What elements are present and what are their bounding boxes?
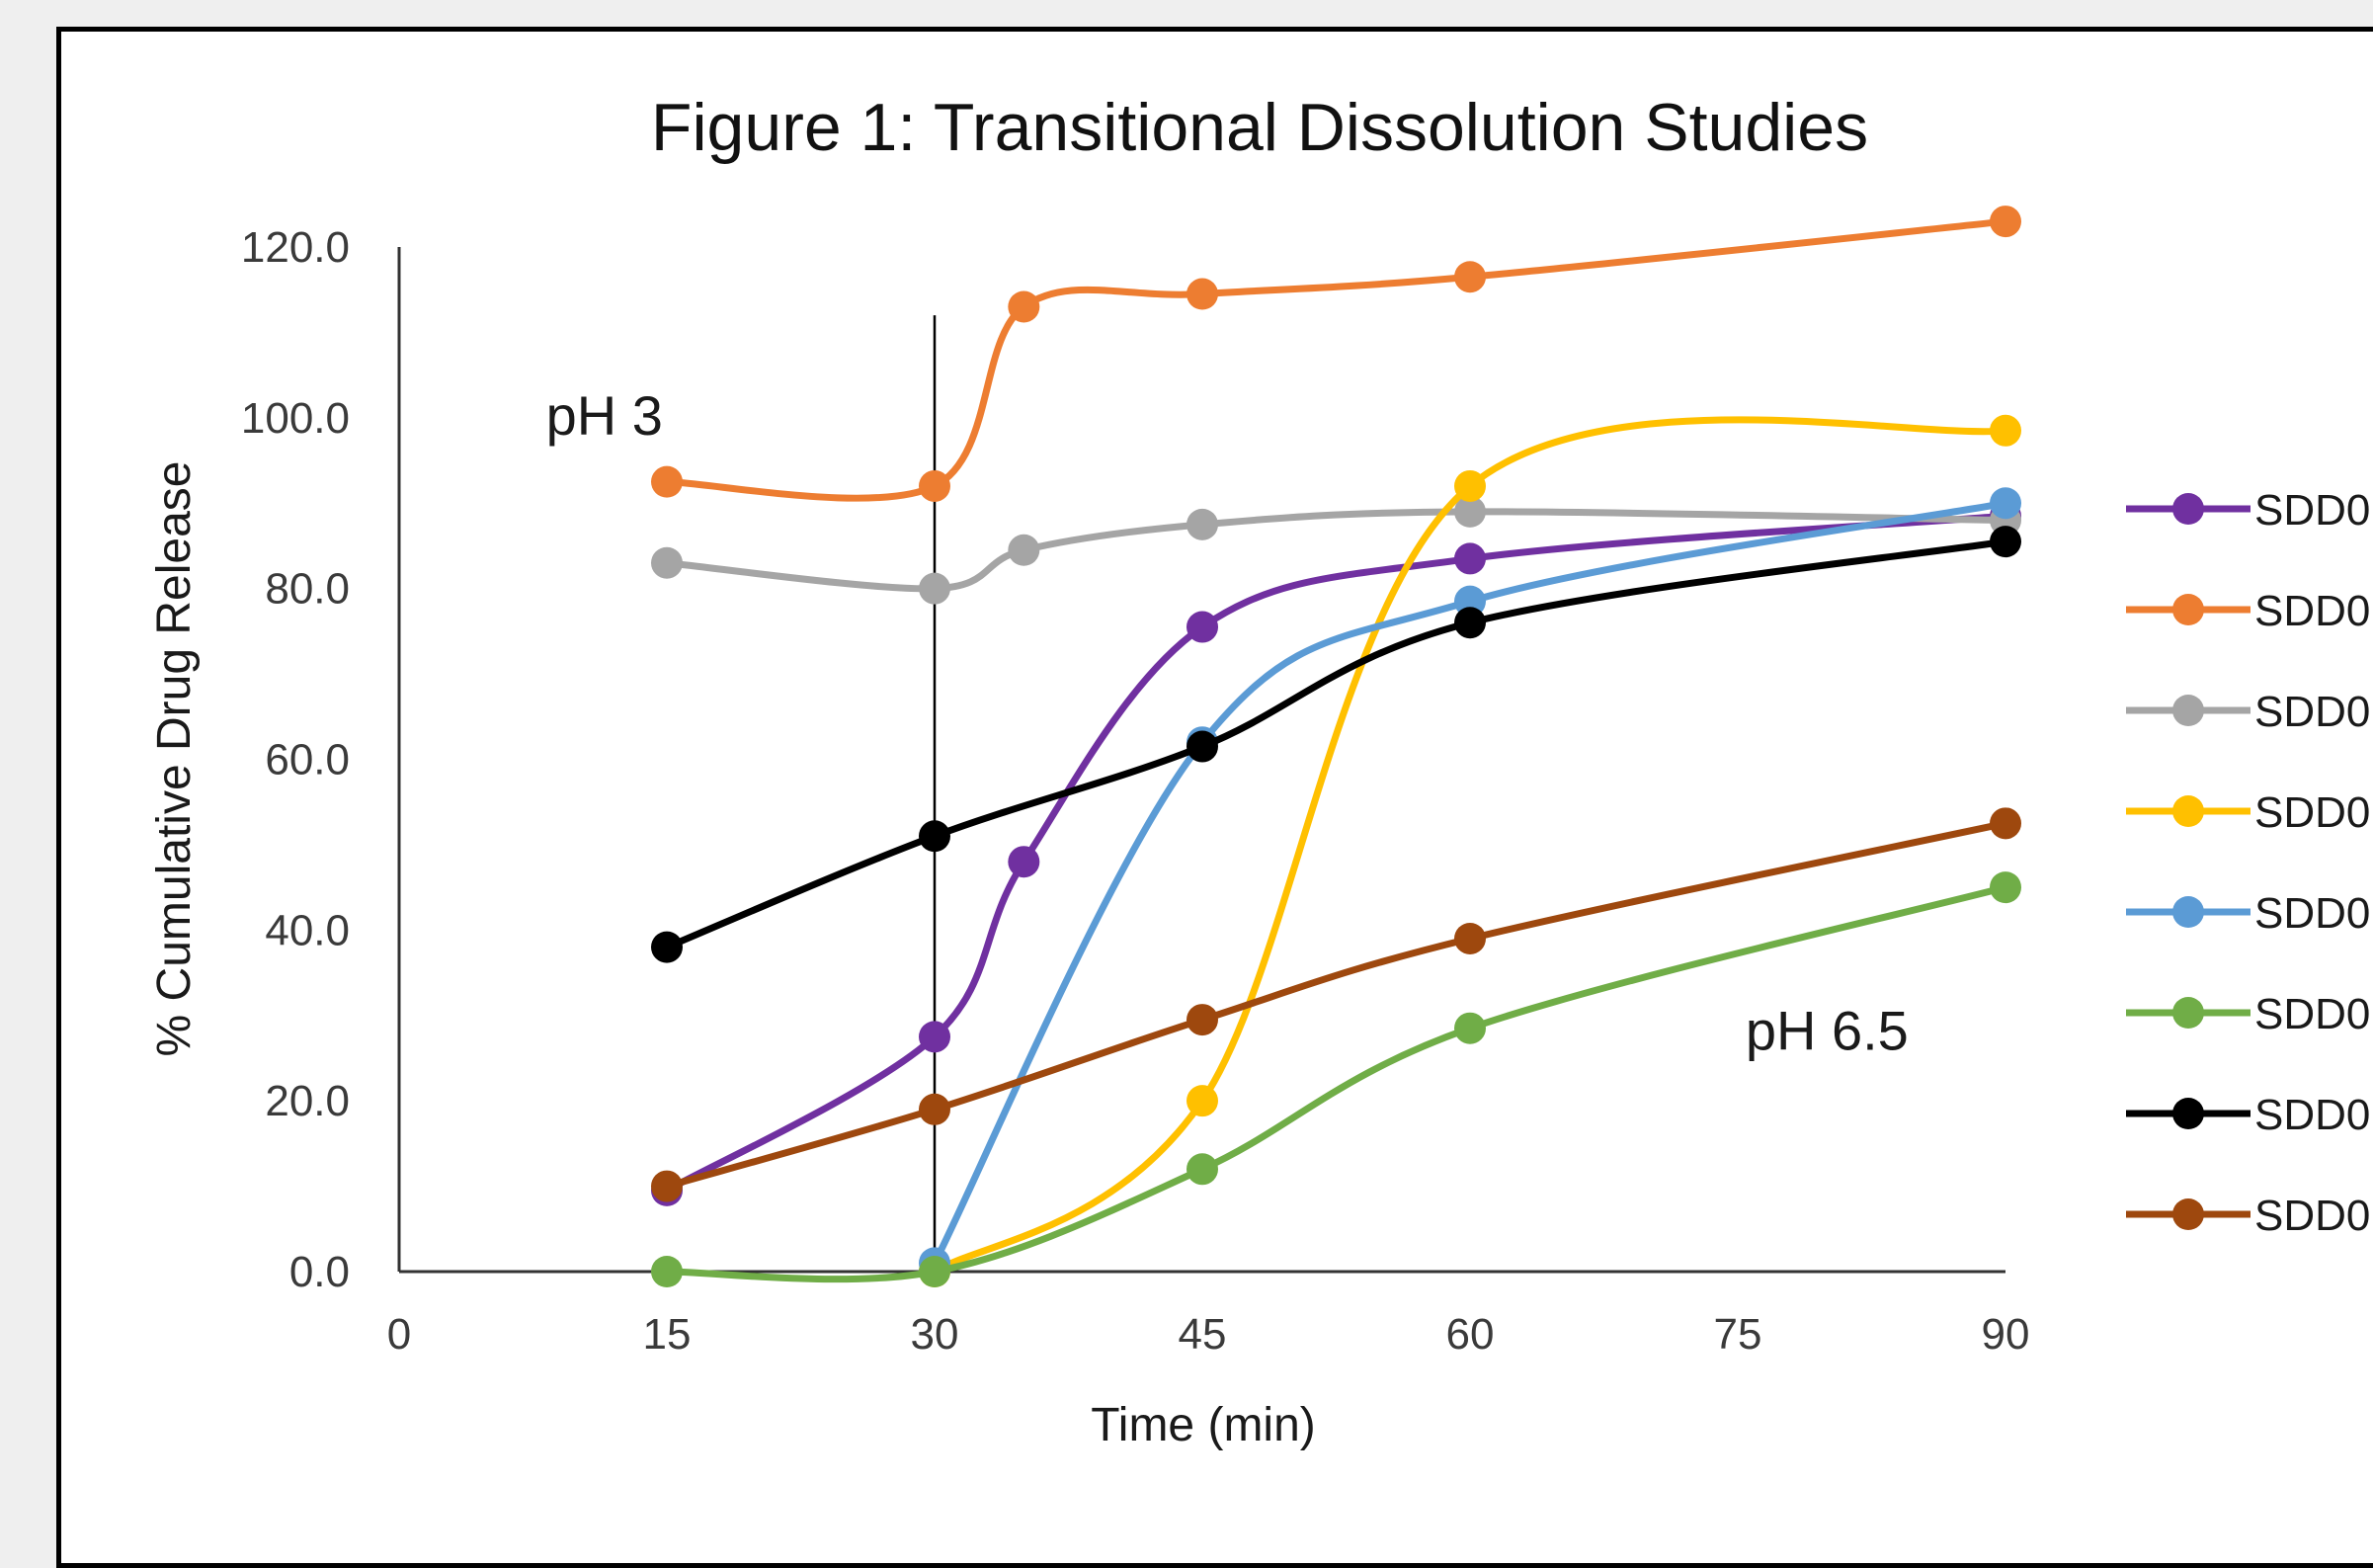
- legend-item: SDD0: [2126, 688, 2370, 736]
- data-point: [919, 1021, 950, 1053]
- data-point: [1186, 611, 1218, 643]
- data-point: [1186, 1004, 1218, 1036]
- y-tick-label: 80.0: [265, 565, 350, 614]
- ph-annotation: pH 6.5: [1746, 999, 1909, 1061]
- legend-swatch-marker: [2172, 1098, 2204, 1129]
- legend-swatch-marker: [2172, 594, 2204, 625]
- data-point: [1186, 1085, 1218, 1117]
- data-point: [1454, 542, 1486, 575]
- data-point: [1186, 508, 1218, 540]
- data-point: [1454, 607, 1486, 639]
- y-tick-label: 0.0: [289, 1248, 350, 1296]
- chart-title: Figure 1: Transitional Dissolution Studi…: [651, 90, 1868, 165]
- legend-item: SDD0: [2126, 1091, 2370, 1139]
- y-axis-title: % Cumulative Drug Release: [148, 461, 201, 1057]
- data-point: [1186, 1153, 1218, 1186]
- legend-label: SDD0: [2254, 990, 2370, 1038]
- series-line: [931, 499, 2009, 1267]
- legend: SDD0 SDD0 SDD0 SDD0 SDD0 SDD0 SDD0 SDD0: [2126, 486, 2370, 1240]
- data-point: [1990, 526, 2021, 558]
- data-point: [1454, 469, 1486, 502]
- legend-label: SDD0: [2254, 788, 2370, 837]
- series-8: [651, 807, 2021, 1202]
- legend-label: SDD0: [2254, 688, 2370, 736]
- legend-item: SDD0: [2126, 1192, 2370, 1240]
- data-point: [919, 469, 950, 502]
- series-1: [651, 500, 2021, 1206]
- series-line: [663, 819, 2009, 1191]
- legend-swatch-marker: [2172, 795, 2204, 827]
- data-point: [651, 1170, 683, 1202]
- y-tick-label: 100.0: [241, 394, 350, 443]
- x-tick-label: 15: [643, 1310, 692, 1359]
- data-point: [1186, 730, 1218, 763]
- x-tick-label: 45: [1179, 1310, 1227, 1359]
- legend-swatch-marker: [2172, 493, 2204, 525]
- series-line: [663, 512, 2009, 1195]
- series-line: [663, 217, 2009, 502]
- legend-swatch-marker: [2172, 1198, 2204, 1230]
- series-line: [931, 416, 2009, 1276]
- series-6: [651, 871, 2021, 1287]
- dissolution-line-chart: Figure 1: Transitional Dissolution Studi…: [148, 90, 2370, 1451]
- data-point: [1990, 807, 2021, 840]
- data-point: [1186, 278, 1218, 310]
- data-point: [651, 465, 683, 498]
- y-tick-label: 40.0: [265, 906, 350, 954]
- legend-swatch-marker: [2172, 896, 2204, 928]
- data-point: [919, 1256, 950, 1287]
- series-3: [651, 495, 2021, 605]
- series-layer: [651, 206, 2021, 1287]
- legend-label: SDD0: [2254, 587, 2370, 635]
- data-point: [1990, 487, 2021, 520]
- legend-label: SDD0: [2254, 889, 2370, 938]
- x-tick-label: 30: [911, 1310, 959, 1359]
- legend-item: SDD0: [2126, 587, 2370, 635]
- legend-swatch-marker: [2172, 695, 2204, 726]
- ph-annotation: pH 3: [546, 384, 663, 447]
- data-point: [1990, 206, 2021, 238]
- series-line: [663, 883, 2009, 1283]
- series-2: [651, 206, 2021, 502]
- data-point: [1454, 1012, 1486, 1044]
- data-point: [651, 931, 683, 963]
- legend-swatch-marker: [2172, 997, 2204, 1029]
- legend-item: SDD0: [2126, 990, 2370, 1038]
- data-point: [651, 1256, 683, 1287]
- legend-item: SDD0: [2126, 788, 2370, 837]
- y-tick-label: 120.0: [241, 223, 350, 272]
- chart-frame: [56, 27, 2373, 1568]
- data-point: [1454, 261, 1486, 293]
- data-point: [1454, 495, 1486, 528]
- data-point: [919, 1093, 950, 1125]
- legend-item: SDD0: [2126, 486, 2370, 535]
- x-tick-label: 90: [1982, 1310, 2030, 1359]
- data-point: [1454, 922, 1486, 954]
- x-tick-label: 75: [1714, 1310, 1762, 1359]
- data-point: [651, 546, 683, 579]
- x-axis-title: Time (min): [1091, 1399, 1316, 1451]
- x-tick-label: 60: [1446, 1310, 1495, 1359]
- x-tick-label: 0: [387, 1310, 411, 1359]
- legend-label: SDD0: [2254, 1192, 2370, 1240]
- data-point: [919, 820, 950, 853]
- data-point: [919, 572, 950, 605]
- y-tick-label: 20.0: [265, 1077, 350, 1125]
- series-7: [651, 526, 2021, 963]
- data-point: [1008, 846, 1040, 878]
- data-point: [1008, 290, 1040, 323]
- data-point: [1008, 534, 1040, 566]
- data-point: [1990, 871, 2021, 904]
- legend-label: SDD0: [2254, 486, 2370, 535]
- data-point: [1990, 414, 2021, 447]
- legend-item: SDD0: [2126, 889, 2370, 938]
- axes: 0.0 20.0 40.0 60.0 80.0 100.0 120.0 0 15 30 45 60 75…: [241, 223, 2030, 1359]
- annotations: pH 3 pH 6.5: [546, 384, 1909, 1061]
- legend-label: SDD0: [2254, 1091, 2370, 1139]
- series-5: [919, 487, 2021, 1279]
- y-tick-label: 60.0: [265, 736, 350, 784]
- series-line: [663, 537, 2009, 951]
